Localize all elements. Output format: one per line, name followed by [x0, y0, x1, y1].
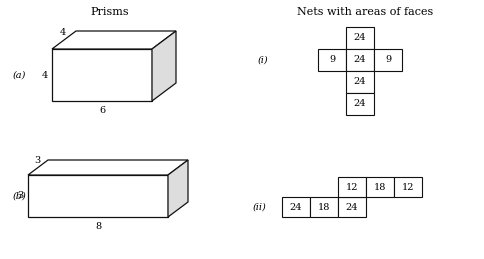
- Text: 6: 6: [99, 106, 105, 115]
- Polygon shape: [52, 31, 176, 49]
- Bar: [338, 177, 366, 197]
- Polygon shape: [28, 175, 168, 217]
- Polygon shape: [28, 160, 188, 175]
- Text: (b): (b): [13, 191, 27, 200]
- Text: 18: 18: [374, 183, 386, 191]
- Bar: [346, 93, 374, 115]
- Polygon shape: [152, 31, 176, 101]
- Text: 3: 3: [18, 191, 24, 200]
- Text: 18: 18: [318, 203, 330, 212]
- Text: 24: 24: [346, 203, 358, 212]
- Bar: [346, 49, 374, 71]
- Bar: [394, 177, 422, 197]
- Text: Nets with areas of faces: Nets with areas of faces: [297, 7, 433, 17]
- Text: (i): (i): [258, 55, 269, 64]
- Bar: [310, 197, 338, 217]
- Bar: [346, 27, 374, 49]
- Text: 12: 12: [402, 183, 414, 191]
- Text: (ii): (ii): [253, 203, 267, 212]
- Polygon shape: [52, 49, 152, 101]
- Text: Prisms: Prisms: [91, 7, 129, 17]
- Text: 9: 9: [385, 55, 391, 64]
- Text: 24: 24: [354, 99, 366, 109]
- Bar: [366, 177, 394, 197]
- Text: 24: 24: [354, 55, 366, 64]
- Bar: [318, 49, 346, 71]
- Bar: [282, 197, 310, 217]
- Text: 12: 12: [346, 183, 358, 191]
- Text: 4: 4: [60, 28, 66, 37]
- Text: 9: 9: [329, 55, 335, 64]
- Polygon shape: [168, 160, 188, 217]
- Text: 8: 8: [95, 222, 101, 231]
- Text: 24: 24: [290, 203, 302, 212]
- Bar: [338, 197, 366, 217]
- Text: 4: 4: [42, 70, 48, 80]
- Text: (a): (a): [13, 70, 26, 80]
- Text: 24: 24: [354, 77, 366, 87]
- Text: 3: 3: [34, 156, 40, 165]
- Bar: [346, 71, 374, 93]
- Bar: [374, 49, 402, 71]
- Text: 24: 24: [354, 33, 366, 42]
